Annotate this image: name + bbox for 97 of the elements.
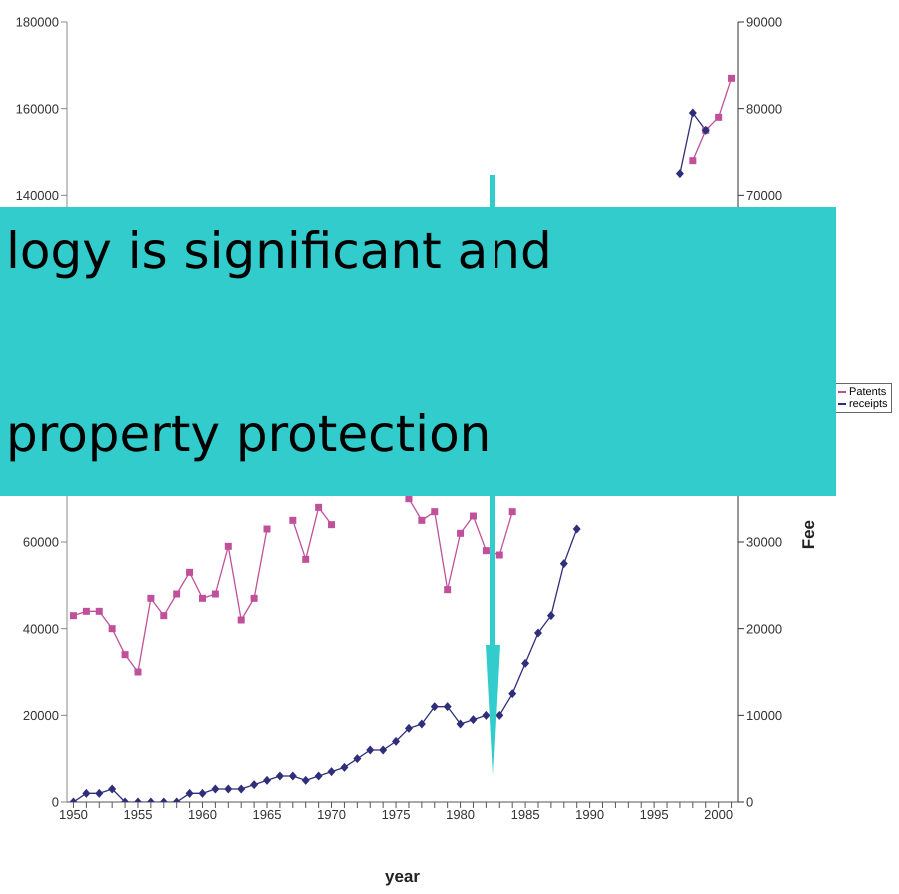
point xyxy=(521,658,530,668)
point xyxy=(173,590,180,598)
point xyxy=(560,559,568,568)
point xyxy=(108,784,116,794)
point xyxy=(676,169,684,178)
point xyxy=(444,586,452,594)
point xyxy=(302,556,310,563)
point xyxy=(108,625,116,632)
point xyxy=(250,594,258,602)
point xyxy=(470,512,477,520)
point xyxy=(315,504,322,511)
point xyxy=(250,780,258,790)
point xyxy=(96,608,103,615)
point xyxy=(186,568,194,576)
point xyxy=(430,702,439,712)
x-tick-label: 1990 xyxy=(575,807,604,822)
y-tick-label: 60000 xyxy=(22,534,59,550)
x-tick-label: 1950 xyxy=(58,807,88,822)
x-tick-label: 1995 xyxy=(640,807,669,822)
y2-tick-label: 90000 xyxy=(746,14,782,30)
annotation: property protection xyxy=(6,405,492,463)
point xyxy=(495,710,504,720)
y2-tick-label: 30000 xyxy=(746,534,782,550)
y2-tick-label: 20000 xyxy=(746,621,782,636)
point xyxy=(95,788,104,798)
point xyxy=(353,754,362,764)
point xyxy=(728,74,736,82)
point xyxy=(496,552,503,558)
y2-tick-label: 10000 xyxy=(746,708,782,723)
y2-tick-label: 70000 xyxy=(746,188,782,203)
point xyxy=(212,590,219,598)
y2-axis-title: Fee xyxy=(799,520,818,550)
point xyxy=(482,547,490,554)
point xyxy=(238,616,245,624)
y-tick-label: 20000 xyxy=(22,708,59,723)
point xyxy=(456,720,465,728)
point xyxy=(457,530,464,537)
point xyxy=(288,772,297,780)
point xyxy=(534,628,542,638)
point xyxy=(431,508,438,516)
point xyxy=(314,772,323,780)
x-axis-title: year xyxy=(385,867,420,886)
point xyxy=(276,772,284,780)
point xyxy=(237,784,246,794)
point xyxy=(366,746,374,754)
point xyxy=(302,776,310,785)
point xyxy=(392,736,400,746)
x-tick-label: 2000 xyxy=(704,807,734,822)
y2-tick-label: 80000 xyxy=(746,101,782,116)
x-tick-label: 1960 xyxy=(188,807,217,822)
y-tick-label: 40000 xyxy=(22,621,59,636)
point xyxy=(198,788,206,798)
point xyxy=(689,157,696,164)
point xyxy=(418,516,426,524)
point xyxy=(418,720,426,728)
point xyxy=(715,114,722,121)
point xyxy=(328,521,336,528)
point xyxy=(264,526,271,532)
point xyxy=(469,715,478,724)
point xyxy=(289,516,296,524)
point xyxy=(122,651,129,658)
point xyxy=(572,524,581,534)
point xyxy=(340,762,348,772)
point xyxy=(444,702,452,712)
point xyxy=(211,784,220,794)
point xyxy=(160,612,168,620)
y2-tick-label: 0 xyxy=(746,794,754,810)
y-tick-label: 0 xyxy=(52,794,59,810)
legend-label: Patents xyxy=(849,386,886,398)
point xyxy=(70,612,77,620)
point xyxy=(546,611,555,620)
point xyxy=(82,788,90,798)
point xyxy=(147,594,154,602)
y-tick-label: 160000 xyxy=(16,101,59,116)
point xyxy=(263,776,272,785)
point xyxy=(482,710,490,720)
point xyxy=(508,508,516,516)
x-tick-label: 1980 xyxy=(446,807,476,822)
point xyxy=(404,724,413,733)
y-tick-label: 140000 xyxy=(16,188,59,203)
point xyxy=(224,542,232,550)
point xyxy=(186,788,194,798)
x-tick-label: 1970 xyxy=(317,807,346,822)
point xyxy=(688,108,697,118)
point xyxy=(328,767,336,776)
point xyxy=(198,594,206,602)
point xyxy=(379,746,388,754)
x-tick-label: 1965 xyxy=(252,807,282,822)
legend-label: receipts xyxy=(849,398,888,410)
y-tick-label: 180000 xyxy=(16,14,59,30)
point xyxy=(82,608,90,615)
point xyxy=(508,689,516,698)
point xyxy=(224,784,232,794)
x-tick-label: 1985 xyxy=(510,807,540,822)
x-tick-label: 1955 xyxy=(124,807,152,822)
x-tick-label: 1975 xyxy=(382,807,411,822)
point xyxy=(134,668,142,676)
